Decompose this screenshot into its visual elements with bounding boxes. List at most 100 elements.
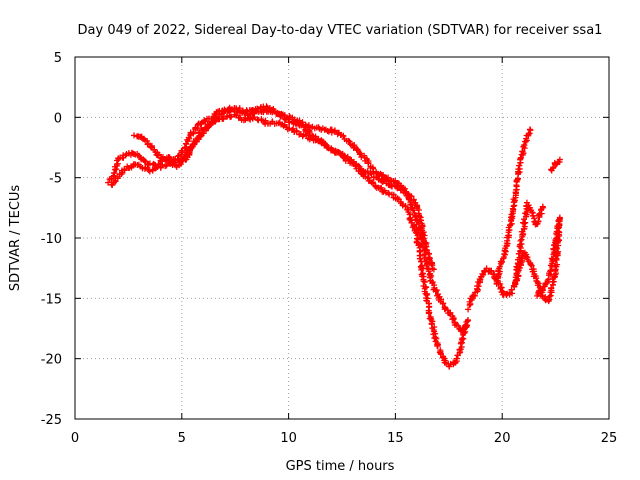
data-point <box>483 265 490 272</box>
y-tick-label: 5 <box>54 51 62 66</box>
data-point <box>407 201 414 208</box>
data-point <box>462 321 469 328</box>
data-point <box>378 184 385 191</box>
data-point <box>434 343 441 350</box>
data-point <box>290 125 297 132</box>
data-point <box>280 122 287 129</box>
data-point <box>517 237 524 244</box>
data-point <box>131 132 138 139</box>
data-point <box>496 263 503 270</box>
data-point <box>546 293 553 300</box>
data-point <box>425 310 432 317</box>
data-point <box>180 154 187 161</box>
data-point <box>306 128 313 135</box>
data-point <box>525 131 532 138</box>
data-point <box>440 300 447 307</box>
data-point <box>423 243 430 250</box>
data-point <box>340 133 347 140</box>
data-point <box>293 128 300 135</box>
y-axis-label: SDTVAR / TECUs <box>8 185 23 292</box>
data-point <box>522 219 529 226</box>
data-point <box>383 178 390 185</box>
data-point <box>420 235 427 242</box>
data-point <box>121 166 128 173</box>
data-point <box>548 255 555 262</box>
x-tick-label: 20 <box>494 431 511 446</box>
data-point <box>517 248 524 255</box>
data-point <box>455 322 462 329</box>
data-point <box>428 260 435 267</box>
x-tick-label: 5 <box>178 431 186 446</box>
y-tick-label: -10 <box>41 232 62 247</box>
data-point <box>480 271 487 278</box>
data-point <box>556 214 563 221</box>
x-axis-ticks: 0 5 10 15 20 25 <box>71 57 617 446</box>
data-point <box>555 217 562 224</box>
data-point <box>433 335 440 342</box>
data-point <box>345 137 352 144</box>
y-tick-label: -25 <box>41 413 62 428</box>
data-point <box>494 278 501 285</box>
data-point <box>459 335 466 342</box>
data-point <box>519 148 526 155</box>
data-point <box>462 328 469 335</box>
data-point <box>331 128 338 135</box>
data-point <box>527 261 534 268</box>
data-point <box>419 270 426 277</box>
data-point <box>450 316 457 323</box>
data-point <box>357 150 364 157</box>
data-point <box>179 147 186 154</box>
y-axis-ticks: 5 0 -5 -10 -15 -20 -25 <box>41 51 609 428</box>
data-point <box>165 157 172 164</box>
data-point <box>535 218 542 225</box>
data-point <box>346 138 353 145</box>
data-point <box>465 317 472 324</box>
x-tick-label: 25 <box>601 431 618 446</box>
data-point <box>420 234 427 241</box>
data-point <box>521 142 528 149</box>
data-point <box>430 266 437 273</box>
data-point <box>526 126 533 133</box>
data-point <box>556 156 563 163</box>
data-point <box>162 163 169 170</box>
data-point <box>157 164 164 171</box>
data-point <box>351 142 358 149</box>
data-point <box>437 350 444 357</box>
data-point <box>190 129 197 136</box>
data-point <box>550 164 557 171</box>
data-point <box>105 179 112 186</box>
data-point <box>285 116 292 123</box>
data-point <box>511 197 518 204</box>
data-point <box>251 114 258 121</box>
data-point <box>474 286 481 293</box>
x-tick-label: 0 <box>71 431 79 446</box>
data-point <box>402 203 409 210</box>
data-point <box>365 160 372 167</box>
data-point <box>548 285 555 292</box>
data-point <box>377 170 384 177</box>
data-point <box>344 153 351 160</box>
data-point <box>228 113 235 120</box>
data-point <box>426 255 433 262</box>
y-tick-label: -20 <box>41 353 62 368</box>
data-point <box>488 267 495 274</box>
data-point <box>465 306 472 313</box>
data-point <box>433 287 440 294</box>
data-point <box>110 170 117 177</box>
y-tick-label: 0 <box>54 111 62 126</box>
chart-title: Day 049 of 2022, Sidereal Day-to-day VTE… <box>78 23 603 38</box>
data-points <box>105 103 563 370</box>
data-point <box>254 105 261 112</box>
data-point <box>154 163 161 170</box>
x-axis-label: GPS time / hours <box>286 459 395 474</box>
data-point <box>372 183 379 190</box>
data-point <box>508 286 515 293</box>
data-point <box>385 190 392 197</box>
data-point <box>145 140 152 147</box>
y-tick-label: -5 <box>49 172 62 187</box>
data-point <box>549 256 556 263</box>
data-point <box>547 268 554 275</box>
data-point <box>309 132 316 139</box>
